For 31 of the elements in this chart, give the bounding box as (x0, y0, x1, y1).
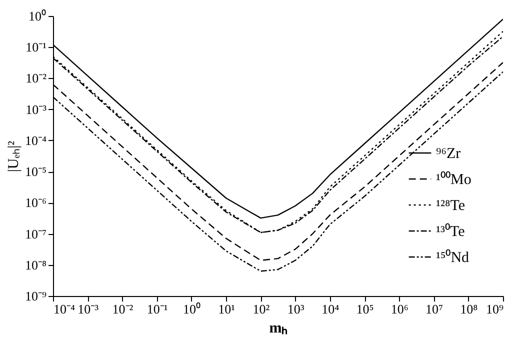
x-tick-label: 10⁻² (112, 302, 134, 316)
x-tick-label: 10⁻⁴ (54, 302, 76, 316)
y-tick-label: 10⁻³ (26, 102, 47, 117)
x-tick-label: 10⁻¹ (146, 302, 168, 316)
x-tick-label: 10² (252, 302, 270, 316)
y-tick-label: 10⁰ (28, 8, 46, 24)
x-tick-label: 10⁴ (322, 302, 340, 316)
x-tick-label: 10¹ (218, 302, 236, 316)
y-tick-label: 10⁻² (26, 70, 47, 86)
x-tick-label: 10⁹ (486, 302, 504, 316)
x-tick-label: 10⁻³ (78, 302, 99, 316)
legend-label: ⁹⁶Zr (436, 146, 461, 162)
x-tick-label: 10⁶ (390, 302, 408, 316)
y-tick-label: 10⁻⁵ (24, 164, 46, 180)
y-tick-label: 10⁻⁴ (24, 132, 47, 148)
x-tick-label: 10⁷ (425, 302, 444, 316)
y-tick-label: 10⁻⁹ (24, 288, 47, 304)
y-axis-title: |Uₑₕ|² (6, 140, 22, 172)
x-tick-label: 10⁰ (182, 302, 201, 316)
x-axis-title: mₕ (269, 320, 288, 336)
x-tick-label: 10⁵ (356, 302, 374, 316)
y-tick-label: 10⁻⁷ (24, 226, 46, 242)
legend-label: ¹⁵⁰Nd (436, 249, 470, 266)
y-tick-label: 10⁻⁶ (24, 195, 46, 210)
legend-label: ¹³⁰Te (436, 223, 466, 240)
x-tick-label: 10³ (287, 302, 304, 316)
legend-label: ¹²⁸Te (436, 198, 466, 214)
y-tick-label: 10⁻¹ (26, 40, 47, 55)
legend-label: ¹⁰⁰Mo (436, 171, 472, 188)
y-tick-label: 10⁻⁸ (24, 257, 47, 272)
x-tick-label: 10⁸ (460, 302, 478, 316)
